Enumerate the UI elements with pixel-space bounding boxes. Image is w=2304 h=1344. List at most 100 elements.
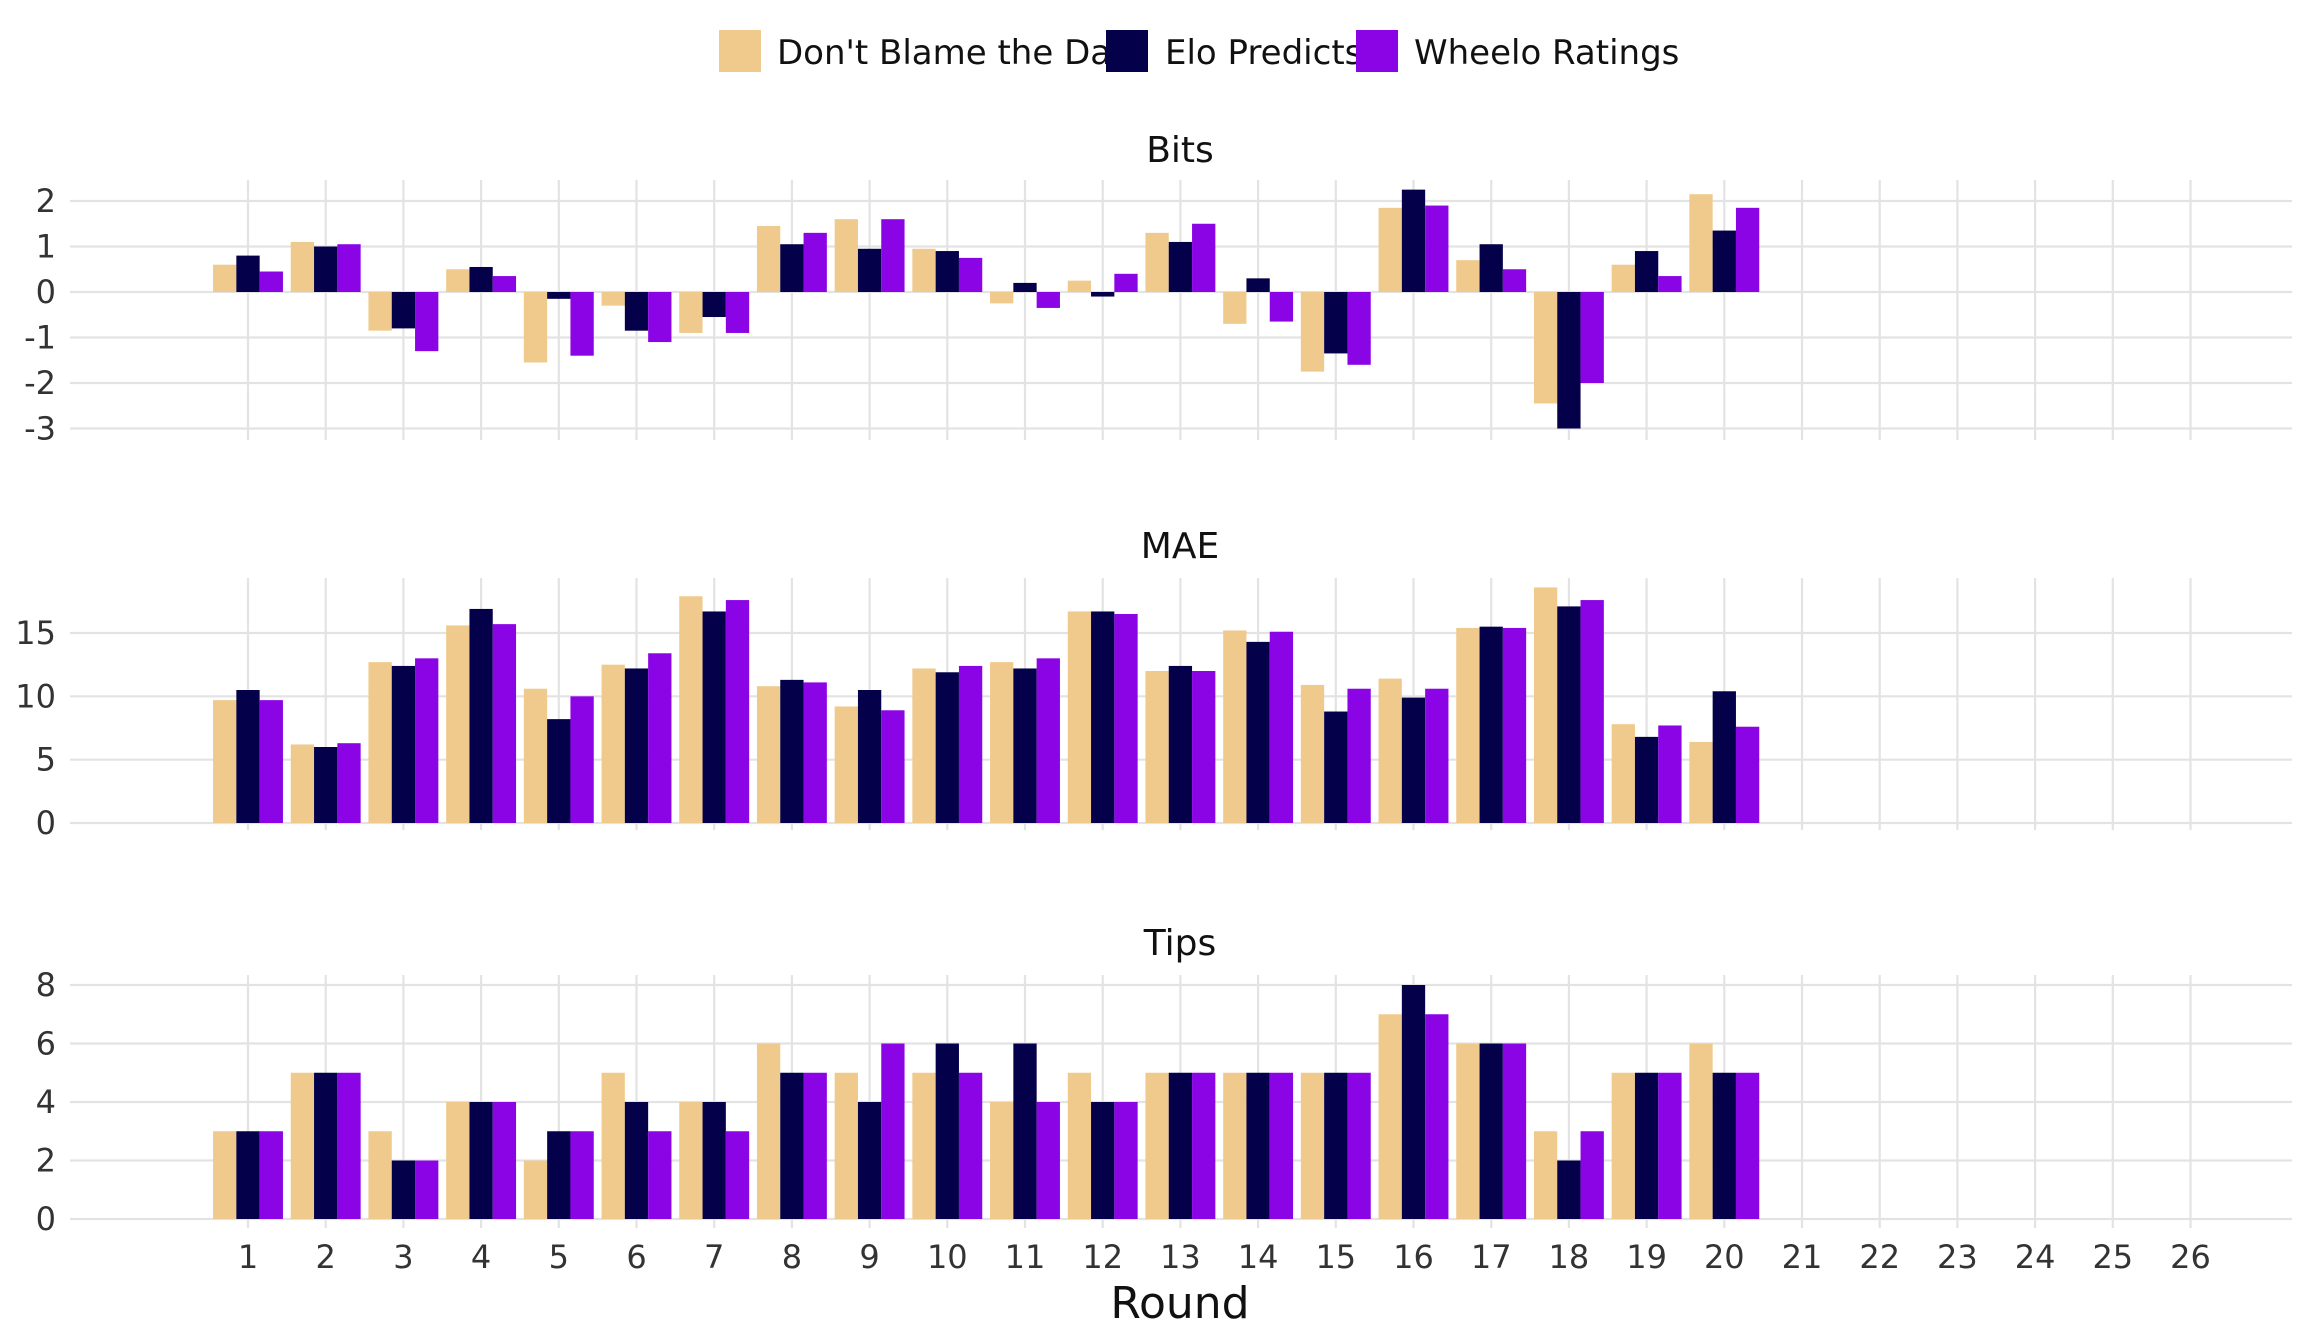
bar-mae-wheelo-ratings-round-13 — [1192, 671, 1216, 823]
bar-bits-dont-blame-the-data-round-19 — [1611, 264, 1635, 292]
bar-tips-wheelo-ratings-round-18 — [1580, 1131, 1604, 1219]
x-tick-label: 24 — [2015, 1238, 2056, 1276]
bar-tips-elo-predicts-round-18 — [1557, 1160, 1581, 1219]
bar-mae-elo-predicts-round-15 — [1324, 711, 1348, 823]
bar-bits-wheelo-ratings-round-1 — [259, 271, 283, 292]
bar-bits-elo-predicts-round-19 — [1634, 251, 1659, 292]
bar-bits-wheelo-ratings-round-13 — [1192, 223, 1216, 292]
y-tick-label-tips: 6 — [36, 1025, 56, 1063]
x-tick-label: 20 — [1704, 1238, 1745, 1276]
bar-mae-dont-blame-the-data-round-4 — [446, 625, 470, 823]
bar-mae-elo-predicts-round-7 — [702, 611, 726, 823]
x-tick-label: 7 — [704, 1238, 724, 1276]
bar-tips-dont-blame-the-data-round-18 — [1533, 1131, 1558, 1219]
bar-bits-dont-blame-the-data-round-20 — [1689, 194, 1713, 292]
bar-tips-wheelo-ratings-round-4 — [492, 1102, 517, 1219]
bar-bits-dont-blame-the-data-round-4 — [446, 269, 470, 292]
bar-tips-dont-blame-the-data-round-17 — [1456, 1043, 1480, 1219]
bar-bits-dont-blame-the-data-round-7 — [679, 292, 703, 333]
bar-bits-dont-blame-the-data-round-5 — [523, 292, 548, 363]
bar-mae-elo-predicts-round-17 — [1479, 626, 1503, 823]
bar-mae-wheelo-ratings-round-8 — [803, 682, 827, 823]
bar-tips-wheelo-ratings-round-16 — [1425, 1014, 1449, 1219]
bar-bits-dont-blame-the-data-round-2 — [290, 241, 315, 292]
bar-bits-dont-blame-the-data-round-8 — [756, 226, 781, 292]
bar-bits-dont-blame-the-data-round-16 — [1378, 207, 1402, 292]
bar-tips-wheelo-ratings-round-2 — [337, 1072, 361, 1219]
bar-mae-dont-blame-the-data-round-5 — [523, 688, 548, 823]
bar-tips-elo-predicts-round-5 — [547, 1131, 571, 1219]
legend-swatch-elo-predicts — [1106, 30, 1148, 72]
bar-tips-dont-blame-the-data-round-3 — [368, 1131, 392, 1219]
bar-tips-wheelo-ratings-round-17 — [1502, 1043, 1527, 1219]
bar-tips-wheelo-ratings-round-14 — [1269, 1072, 1294, 1219]
bar-tips-wheelo-ratings-round-19 — [1658, 1072, 1682, 1219]
bar-tips-wheelo-ratings-round-10 — [958, 1072, 983, 1219]
legend-label-elo-predicts: Elo Predicts — [1165, 33, 1362, 73]
bar-bits-elo-predicts-round-3 — [391, 292, 416, 329]
x-tick-label: 1 — [238, 1238, 258, 1276]
x-tick-label: 9 — [859, 1238, 879, 1276]
bar-mae-elo-predicts-round-18 — [1557, 606, 1581, 823]
bar-bits-elo-predicts-round-4 — [469, 266, 493, 292]
x-tick-label: 14 — [1238, 1238, 1279, 1276]
x-tick-label: 10 — [927, 1238, 968, 1276]
x-tick-label: 4 — [471, 1238, 491, 1276]
bar-mae-dont-blame-the-data-round-7 — [679, 596, 703, 823]
bar-bits-dont-blame-the-data-round-1 — [213, 264, 237, 292]
bar-mae-elo-predicts-round-16 — [1401, 697, 1426, 823]
bar-mae-elo-predicts-round-19 — [1634, 736, 1659, 823]
x-tick-label: 13 — [1160, 1238, 1201, 1276]
bar-bits-dont-blame-the-data-round-17 — [1456, 260, 1480, 292]
bar-bits-wheelo-ratings-round-8 — [803, 232, 827, 292]
legend-label-wheelo-ratings: Wheelo Ratings — [1414, 33, 1679, 73]
x-axis: 1 2 3 4 5 6 7 8 9 10 11 12 13 14 15 16 17 18 19 20 21 22 23 24 2… — [238, 1238, 2211, 1276]
bar-bits-wheelo-ratings-round-12 — [1114, 273, 1138, 292]
bar-bits-elo-predicts-round-20 — [1712, 230, 1736, 292]
bar-bits-wheelo-ratings-round-2 — [337, 244, 361, 292]
panel-title-bits: Bits — [1146, 130, 1214, 171]
x-tick-label: 15 — [1315, 1238, 1356, 1276]
bar-tips-dont-blame-the-data-round-5 — [523, 1160, 548, 1219]
bar-mae-wheelo-ratings-round-15 — [1347, 688, 1371, 823]
bar-bits-elo-predicts-round-9 — [857, 248, 882, 292]
bar-tips-elo-predicts-round-6 — [624, 1102, 649, 1219]
bar-bits-elo-predicts-round-10 — [935, 251, 959, 292]
bar-bits-wheelo-ratings-round-15 — [1347, 292, 1371, 365]
x-tick-label: 21 — [1782, 1238, 1823, 1276]
bar-bits-elo-predicts-round-1 — [236, 255, 260, 292]
bar-mae-dont-blame-the-data-round-12 — [1067, 611, 1092, 823]
bar-mae-wheelo-ratings-round-9 — [881, 710, 905, 823]
bar-mae-dont-blame-the-data-round-6 — [601, 664, 625, 823]
bar-mae-dont-blame-the-data-round-16 — [1378, 678, 1402, 823]
y-tick-label-mae: 15 — [15, 614, 56, 652]
bar-mae-dont-blame-the-data-round-10 — [912, 668, 936, 823]
bar-bits-dont-blame-the-data-round-13 — [1145, 232, 1169, 292]
y-tick-label-mae: 0 — [36, 804, 56, 842]
bar-mae-wheelo-ratings-round-6 — [648, 653, 672, 823]
bar-mae-elo-predicts-round-6 — [624, 668, 649, 823]
bar-tips-elo-predicts-round-7 — [702, 1102, 726, 1219]
bar-tips-elo-predicts-round-16 — [1401, 985, 1426, 1219]
bar-tips-elo-predicts-round-20 — [1712, 1072, 1736, 1219]
x-tick-label: 22 — [1859, 1238, 1900, 1276]
bar-bits-dont-blame-the-data-round-3 — [368, 292, 392, 331]
bar-bits-dont-blame-the-data-round-11 — [990, 292, 1014, 304]
bar-mae-dont-blame-the-data-round-8 — [756, 686, 781, 823]
bar-bits-wheelo-ratings-round-7 — [725, 292, 750, 333]
bar-mae-elo-predicts-round-5 — [547, 719, 571, 823]
bar-mae-dont-blame-the-data-round-20 — [1689, 741, 1713, 823]
bar-bits-elo-predicts-round-2 — [314, 246, 338, 292]
bar-bits-elo-predicts-round-13 — [1168, 241, 1193, 292]
bar-mae-dont-blame-the-data-round-13 — [1145, 671, 1169, 823]
y-tick-label-mae: 10 — [15, 677, 56, 715]
y-tick-label-bits: 2 — [36, 182, 56, 220]
x-tick-label: 5 — [549, 1238, 569, 1276]
y-tick-label-bits: -3 — [24, 410, 56, 448]
bar-mae-wheelo-ratings-round-11 — [1036, 658, 1060, 823]
bar-mae-wheelo-ratings-round-18 — [1580, 600, 1604, 823]
bar-bits-elo-predicts-round-18 — [1557, 292, 1581, 429]
bar-tips-dont-blame-the-data-round-6 — [601, 1072, 625, 1219]
x-tick-label: 11 — [1005, 1238, 1046, 1276]
bar-tips-elo-predicts-round-14 — [1246, 1072, 1270, 1219]
